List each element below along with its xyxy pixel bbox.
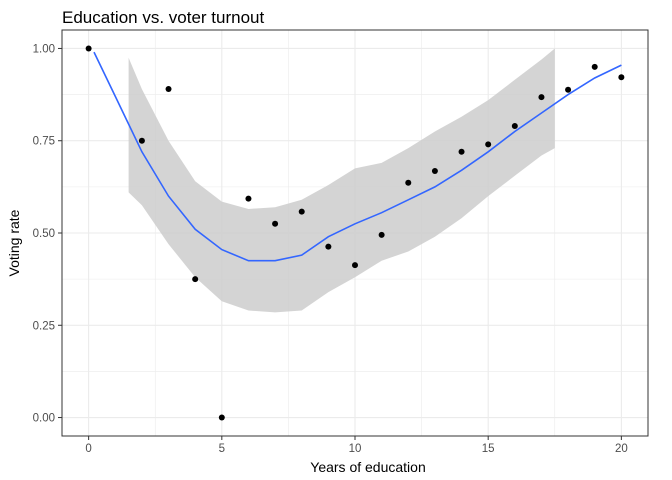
- y-tick-label: 0.50: [33, 228, 55, 240]
- data-point: [85, 45, 92, 52]
- x-tick-label: 5: [219, 443, 225, 455]
- data-point: [431, 167, 438, 174]
- data-points: [85, 45, 625, 421]
- data-point: [165, 86, 172, 93]
- x-axis-ticks: 0 5 10 15 20: [85, 436, 628, 455]
- data-point: [538, 94, 545, 101]
- data-point: [272, 220, 279, 227]
- data-point: [485, 141, 492, 148]
- x-tick-label: 0: [85, 443, 91, 455]
- y-tick-label: 0.25: [33, 320, 55, 332]
- data-point: [378, 231, 385, 238]
- x-tick-label: 10: [349, 443, 362, 455]
- data-point: [591, 63, 598, 70]
- data-point: [458, 148, 465, 155]
- smooth-line: [93, 51, 622, 262]
- data-point: [138, 137, 145, 144]
- data-point: [565, 86, 572, 93]
- y-axis-title: Voting rate: [6, 209, 22, 276]
- data-point: [218, 414, 225, 421]
- y-tick-label: 0.00: [33, 413, 55, 425]
- chart-title: Education vs. voter turnout: [62, 8, 265, 27]
- data-point: [618, 74, 625, 81]
- confidence-band-area: [128, 48, 555, 313]
- y-axis-ticks: 0.00 0.25 0.50 0.75 1.00: [33, 43, 62, 425]
- data-point: [325, 243, 332, 250]
- data-point: [245, 195, 252, 202]
- confidence-band: [128, 48, 555, 313]
- x-tick-label: 20: [615, 443, 628, 455]
- data-point: [405, 179, 412, 186]
- data-point: [192, 276, 199, 283]
- x-axis-title: Years of education: [310, 459, 425, 475]
- y-tick-label: 0.75: [33, 136, 55, 148]
- data-point: [352, 262, 358, 269]
- data-point: [511, 122, 518, 129]
- x-tick-label: 15: [482, 443, 495, 455]
- smooth-fit-line: [93, 51, 622, 262]
- y-tick-label: 1.00: [33, 43, 55, 55]
- grid-lines: [62, 30, 648, 436]
- data-point: [298, 208, 305, 215]
